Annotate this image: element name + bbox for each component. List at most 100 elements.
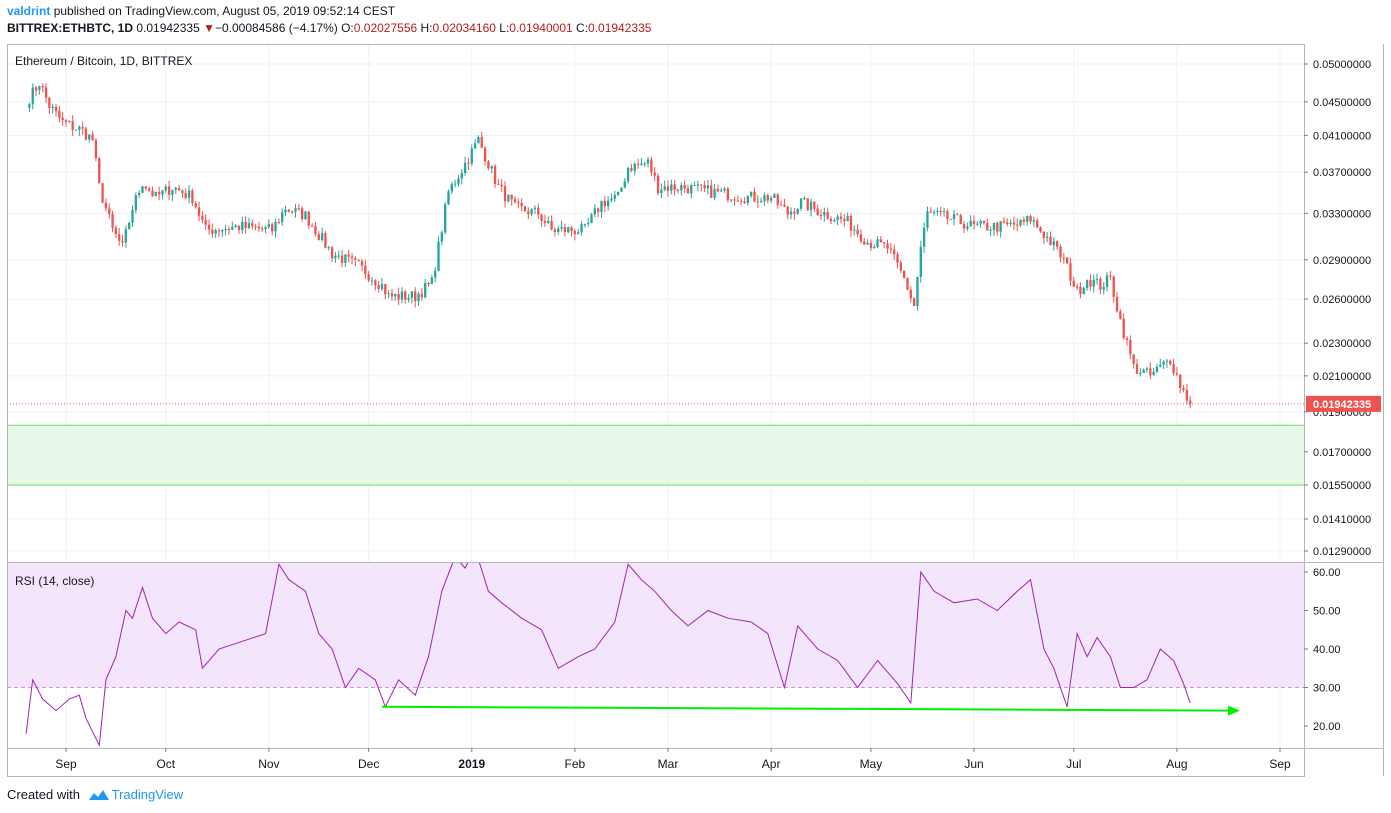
candle-body [600, 200, 603, 212]
price-tick-label: 0.04500000 [1313, 97, 1371, 109]
candle-body [1036, 220, 1039, 228]
candle-body [61, 117, 64, 121]
candle-body [749, 191, 753, 197]
candle-body [1152, 371, 1155, 376]
candle-body [660, 189, 663, 194]
time-axis[interactable]: Sep Oct Nov Dec 2019 Feb Mar Apr May Jun Jul Aug Sep [55, 748, 1291, 771]
candle-body [1082, 287, 1085, 295]
candle-body [1006, 222, 1009, 225]
last-value: 0.01942335 [136, 21, 200, 35]
candle-body [889, 248, 893, 250]
published-text: published on TradingView.com, August 05,… [53, 4, 396, 18]
candle-body [550, 221, 553, 230]
last-price-badge [1306, 395, 1381, 412]
candle-body [400, 291, 404, 300]
candle-body [1092, 279, 1095, 287]
candle-body [497, 183, 500, 185]
candle-body [317, 234, 320, 240]
open-label: O: [341, 21, 354, 35]
candle-body [966, 226, 969, 229]
candle-body [626, 168, 630, 182]
candle-body [1042, 231, 1046, 239]
candle-body [111, 214, 114, 228]
rsi-tick-label: 60.00 [1313, 567, 1341, 579]
candle-body [477, 137, 480, 144]
candle-body [560, 227, 563, 229]
rsi-tick-label: 20.00 [1313, 721, 1341, 733]
candle-body [297, 208, 300, 210]
close-label: C: [576, 21, 589, 35]
candle-body [819, 215, 823, 217]
candle-body [354, 258, 357, 260]
candle-body [234, 225, 237, 227]
candle-body [806, 198, 809, 211]
candle-body [271, 224, 274, 232]
candle-body [74, 129, 78, 131]
rsi-axis[interactable]: 60.00 50.00 40.00 30.00 20.00 [1304, 567, 1341, 733]
candle-body [620, 187, 623, 192]
candle-body [713, 188, 716, 198]
candle-body [650, 159, 653, 173]
candle-body [430, 277, 434, 284]
candle-body [829, 218, 833, 222]
candle-body [972, 220, 976, 225]
candle-body [377, 285, 380, 289]
candle-body [553, 229, 557, 232]
candle-body [936, 210, 939, 213]
candle-body [424, 283, 427, 298]
author-link[interactable]: valdrint [7, 4, 51, 18]
candle-body [942, 211, 946, 213]
support-zone-fill [7, 425, 1304, 485]
candle-body [1179, 374, 1182, 388]
candle-body [616, 191, 620, 196]
candle-body [141, 186, 144, 193]
candle-body [869, 242, 873, 248]
candle-body [896, 254, 899, 263]
candle-body [300, 208, 304, 220]
candle-body [330, 247, 334, 259]
price-tick-label: 0.01290000 [1313, 546, 1371, 558]
candle-body [221, 230, 224, 232]
candle-body [906, 277, 909, 290]
rsi-pane [7, 563, 1304, 748]
candle-body [214, 230, 217, 234]
candle-body [397, 293, 400, 300]
candle-body [134, 195, 138, 211]
candle-body [503, 186, 507, 202]
candle-body [610, 198, 613, 201]
candle-body [374, 280, 377, 286]
price-tick-label: 0.01700000 [1313, 447, 1371, 459]
candle-body [1072, 280, 1075, 287]
price-tick-label: 0.04100000 [1313, 130, 1371, 142]
candle-body [357, 259, 360, 261]
candle-body [277, 221, 281, 223]
candle-body [1119, 311, 1122, 319]
candle-body [447, 191, 450, 205]
candle-body [167, 186, 171, 195]
candle-body [187, 190, 191, 198]
price-axis[interactable]: 0.05000000 0.04500000 0.04100000 0.03700000… [1304, 59, 1381, 558]
candle-body [733, 199, 736, 201]
price-tick-label: 0.03300000 [1313, 208, 1371, 220]
candle-body [41, 86, 44, 88]
candle-body [138, 192, 141, 196]
candle-body [826, 212, 829, 219]
candle-body [700, 184, 703, 186]
candle-body [809, 201, 813, 211]
last-price-label: 0.01942335 [1313, 399, 1371, 411]
candle-body [367, 274, 370, 281]
candle-body [184, 193, 187, 198]
candle-body [463, 162, 467, 174]
candle-body [1182, 387, 1185, 390]
candle-body [437, 241, 440, 271]
candle-body [686, 188, 690, 194]
candle-body [720, 190, 723, 192]
time-tick-label: Sep [1269, 757, 1291, 771]
candle-body [1125, 338, 1129, 340]
tradingview-brand-link[interactable]: TradingView [111, 787, 184, 802]
time-tick-label: Sep [55, 757, 77, 771]
candle-body [849, 215, 853, 231]
candle-body [473, 143, 477, 149]
candle-body [44, 87, 48, 98]
